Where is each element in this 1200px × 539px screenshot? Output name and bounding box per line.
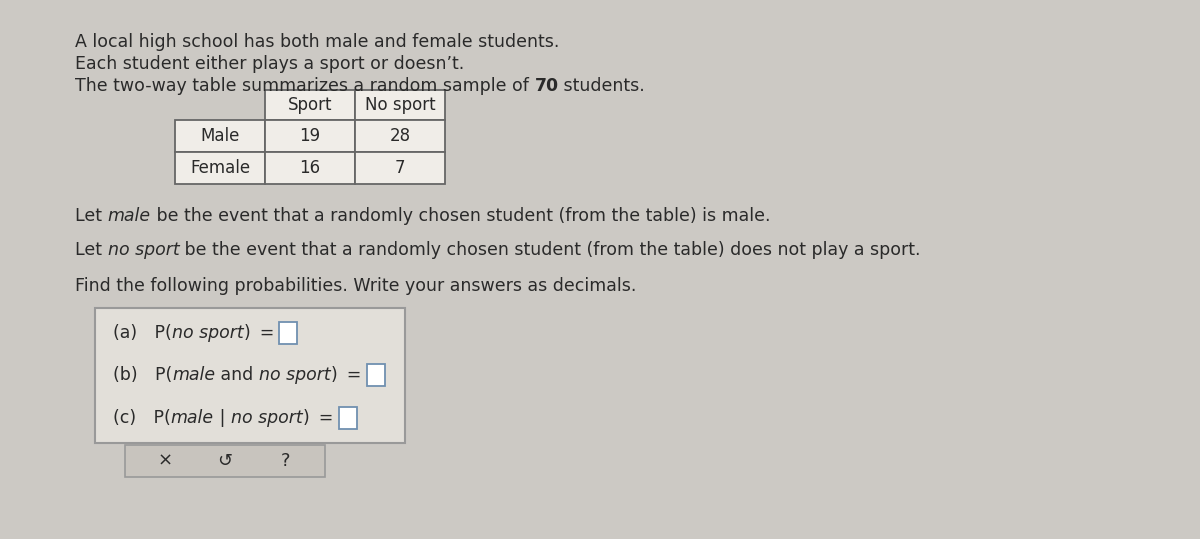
- Text: 7: 7: [395, 159, 406, 177]
- Text: )  =: ) =: [302, 409, 336, 427]
- Text: )  =: ) =: [331, 366, 365, 384]
- Text: ?: ?: [281, 452, 289, 470]
- Bar: [175, 152, 265, 184]
- Bar: [280, 322, 298, 344]
- Text: Let: Let: [74, 207, 108, 225]
- Text: (b) P(: (b) P(: [113, 366, 173, 384]
- Text: no sport: no sport: [259, 366, 331, 384]
- Bar: [175, 120, 265, 152]
- Text: no sport: no sport: [172, 324, 244, 342]
- Text: )  =: ) =: [244, 324, 277, 342]
- Text: 28: 28: [390, 127, 410, 145]
- Text: no sport: no sport: [108, 241, 179, 259]
- Text: 16: 16: [300, 159, 320, 177]
- Bar: [265, 90, 355, 120]
- Text: Each student either plays a sport or doesn’t.: Each student either plays a sport or doe…: [74, 55, 464, 73]
- Text: 19: 19: [300, 127, 320, 145]
- Bar: [125, 445, 325, 477]
- Text: Find the following probabilities. Write your answers as decimals.: Find the following probabilities. Write …: [74, 277, 636, 295]
- Bar: [338, 407, 356, 429]
- Bar: [355, 120, 445, 152]
- Bar: [355, 152, 445, 184]
- Text: (a) P(: (a) P(: [113, 324, 172, 342]
- Text: Male: Male: [200, 127, 240, 145]
- Text: and: and: [215, 366, 259, 384]
- Text: Female: Female: [190, 159, 250, 177]
- Text: No sport: No sport: [365, 96, 436, 114]
- Text: male: male: [170, 409, 214, 427]
- Text: male: male: [108, 207, 151, 225]
- Text: students.: students.: [558, 77, 646, 95]
- Bar: [265, 152, 355, 184]
- Text: ×: ×: [157, 452, 173, 470]
- Text: The two-way table summarizes a random sample of: The two-way table summarizes a random sa…: [74, 77, 534, 95]
- Text: Sport: Sport: [288, 96, 332, 114]
- Text: no sport: no sport: [230, 409, 302, 427]
- Bar: [367, 364, 385, 386]
- Text: be the event that a randomly chosen student (from the table) is male.: be the event that a randomly chosen stud…: [151, 207, 770, 225]
- Bar: [265, 120, 355, 152]
- Text: ↺: ↺: [217, 452, 233, 470]
- Bar: [95, 308, 406, 443]
- Text: 70: 70: [534, 77, 558, 95]
- Text: Let: Let: [74, 241, 108, 259]
- Text: be the event that a randomly chosen student (from the table) does not play a spo: be the event that a randomly chosen stud…: [179, 241, 920, 259]
- Text: |: |: [214, 409, 230, 427]
- Text: male: male: [173, 366, 215, 384]
- Text: A local high school has both male and female students.: A local high school has both male and fe…: [74, 33, 559, 51]
- Text: (c) P(: (c) P(: [113, 409, 170, 427]
- Bar: [355, 90, 445, 120]
